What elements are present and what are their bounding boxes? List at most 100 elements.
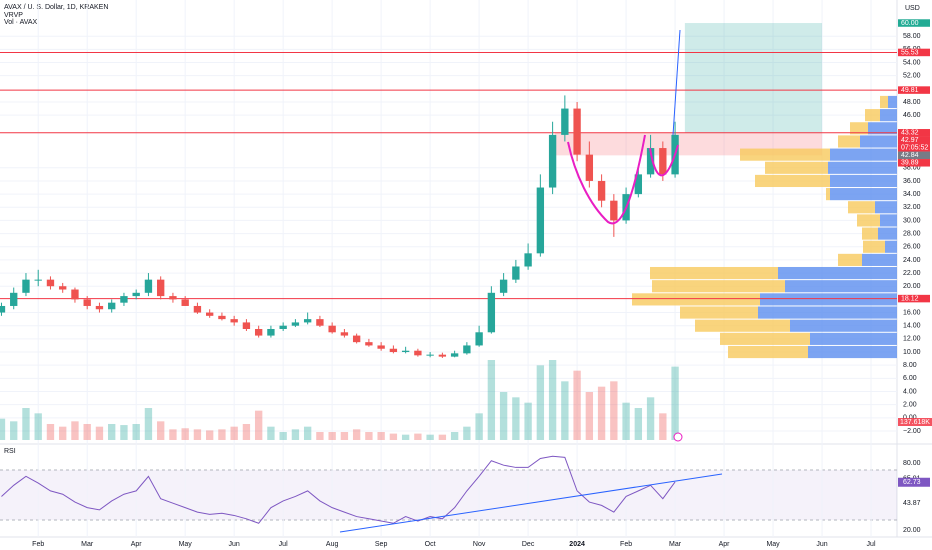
y-tick-label: 8.00 (903, 362, 917, 369)
profile-up (695, 319, 790, 332)
volume-bar (157, 421, 165, 440)
volume-bar (622, 402, 630, 440)
profile-up (850, 122, 868, 135)
volume-bar (169, 429, 177, 440)
candle-body (365, 342, 373, 346)
volume-bar (303, 426, 312, 440)
volume-bar (671, 366, 679, 440)
volume-tag-label: 137.618K (900, 419, 930, 426)
price-tag (898, 159, 930, 167)
volume-bar (475, 413, 483, 440)
profile-down (875, 201, 897, 214)
volume-bar (181, 428, 189, 440)
candle-body (303, 319, 312, 323)
y-tick-label: 2.00 (903, 402, 917, 409)
x-tick-label: Apr (131, 541, 143, 548)
y-tick-label: 10.00 (903, 349, 921, 356)
volume-bar (450, 432, 459, 440)
x-tick-label: Oct (425, 541, 436, 548)
profile-down (790, 319, 897, 332)
x-tick-label: Aug (326, 541, 339, 548)
y-tick-label: 46.00 (903, 112, 921, 119)
price-tag (898, 294, 930, 303)
volume-bar (463, 426, 471, 440)
profile-down (860, 135, 897, 148)
volume-bar (438, 434, 447, 440)
y-tick-label: 28.00 (903, 230, 921, 237)
x-tick-label: Jun (816, 541, 827, 548)
profile-up (862, 227, 878, 240)
volume-tag (898, 418, 932, 426)
volume-bar (401, 434, 410, 440)
candle-body (512, 266, 520, 280)
x-tick-label: Apr (719, 541, 731, 548)
profile-down (888, 95, 897, 109)
price-tag (898, 19, 930, 27)
y-tick-label: 20.00 (903, 283, 921, 290)
x-tick-label: May (179, 541, 193, 548)
handle-drawing (649, 144, 679, 177)
profile-up (826, 188, 830, 201)
profile-up (880, 95, 888, 109)
profile-up (650, 266, 778, 280)
profile-down (830, 174, 897, 188)
y-tick-label: 80.00 (903, 460, 921, 467)
profile-up (848, 201, 875, 214)
candle-body (316, 319, 324, 326)
candle-body (169, 296, 177, 300)
volume-bar (242, 424, 251, 440)
profile-down (880, 109, 897, 122)
candle-body (340, 332, 349, 336)
price-tag (898, 129, 930, 137)
volume-bar (193, 429, 202, 440)
candle-body (83, 299, 91, 306)
x-tick-label: Nov (473, 541, 486, 548)
profile-up (865, 109, 880, 122)
y-tick-label: 52.00 (903, 73, 921, 80)
y-tick-label: 38.00 (903, 165, 921, 172)
y-tick-label: 6.00 (903, 375, 917, 382)
y-tick-label: 24.00 (903, 257, 921, 264)
candle-body (536, 187, 545, 254)
volume-bar (206, 430, 214, 440)
profile-up (680, 306, 758, 319)
volume-bar (426, 434, 434, 440)
profile-up (838, 135, 860, 148)
candle-body (267, 328, 275, 336)
candle-body (352, 335, 361, 343)
rsi-title: RSI (4, 448, 16, 455)
y-tick-label: 30.00 (903, 217, 921, 224)
volume-bar (132, 424, 140, 440)
event-icon (673, 432, 683, 442)
projection-line (672, 29, 681, 136)
candle-body (230, 319, 238, 323)
price-tag-label: 42.97 (901, 137, 919, 144)
y-tick-label: 32.00 (903, 204, 921, 211)
candle-body (144, 279, 153, 293)
y-tick-label: 54.00 (903, 59, 921, 66)
candle-body (389, 348, 398, 353)
profile-down (760, 293, 897, 306)
y-tick-label: 22.00 (903, 270, 921, 277)
x-tick-label: 2024 (569, 541, 585, 548)
cup-drawing (567, 134, 646, 225)
candle-body (475, 332, 483, 346)
candle-body (610, 200, 618, 221)
candle-body (585, 154, 594, 181)
symbol-title: AVAX / U. S. Dollar, 1D, KRAKEN (4, 4, 108, 11)
candle-body (108, 302, 116, 310)
candle-body (561, 108, 569, 135)
price-tag-label: 43.32 (901, 130, 919, 137)
candle-body (34, 279, 42, 281)
candle-body (157, 279, 165, 297)
candle-body (59, 286, 67, 290)
x-tick-label: Jun (229, 541, 240, 548)
price-tag-label: 55.53 (901, 49, 919, 56)
volume-bar (524, 402, 532, 440)
volume-bar (377, 432, 385, 440)
profile-down (880, 214, 897, 227)
y-tick-label: 16.00 (903, 309, 921, 316)
candle-body (10, 292, 18, 306)
currency-label: USD (905, 5, 920, 12)
